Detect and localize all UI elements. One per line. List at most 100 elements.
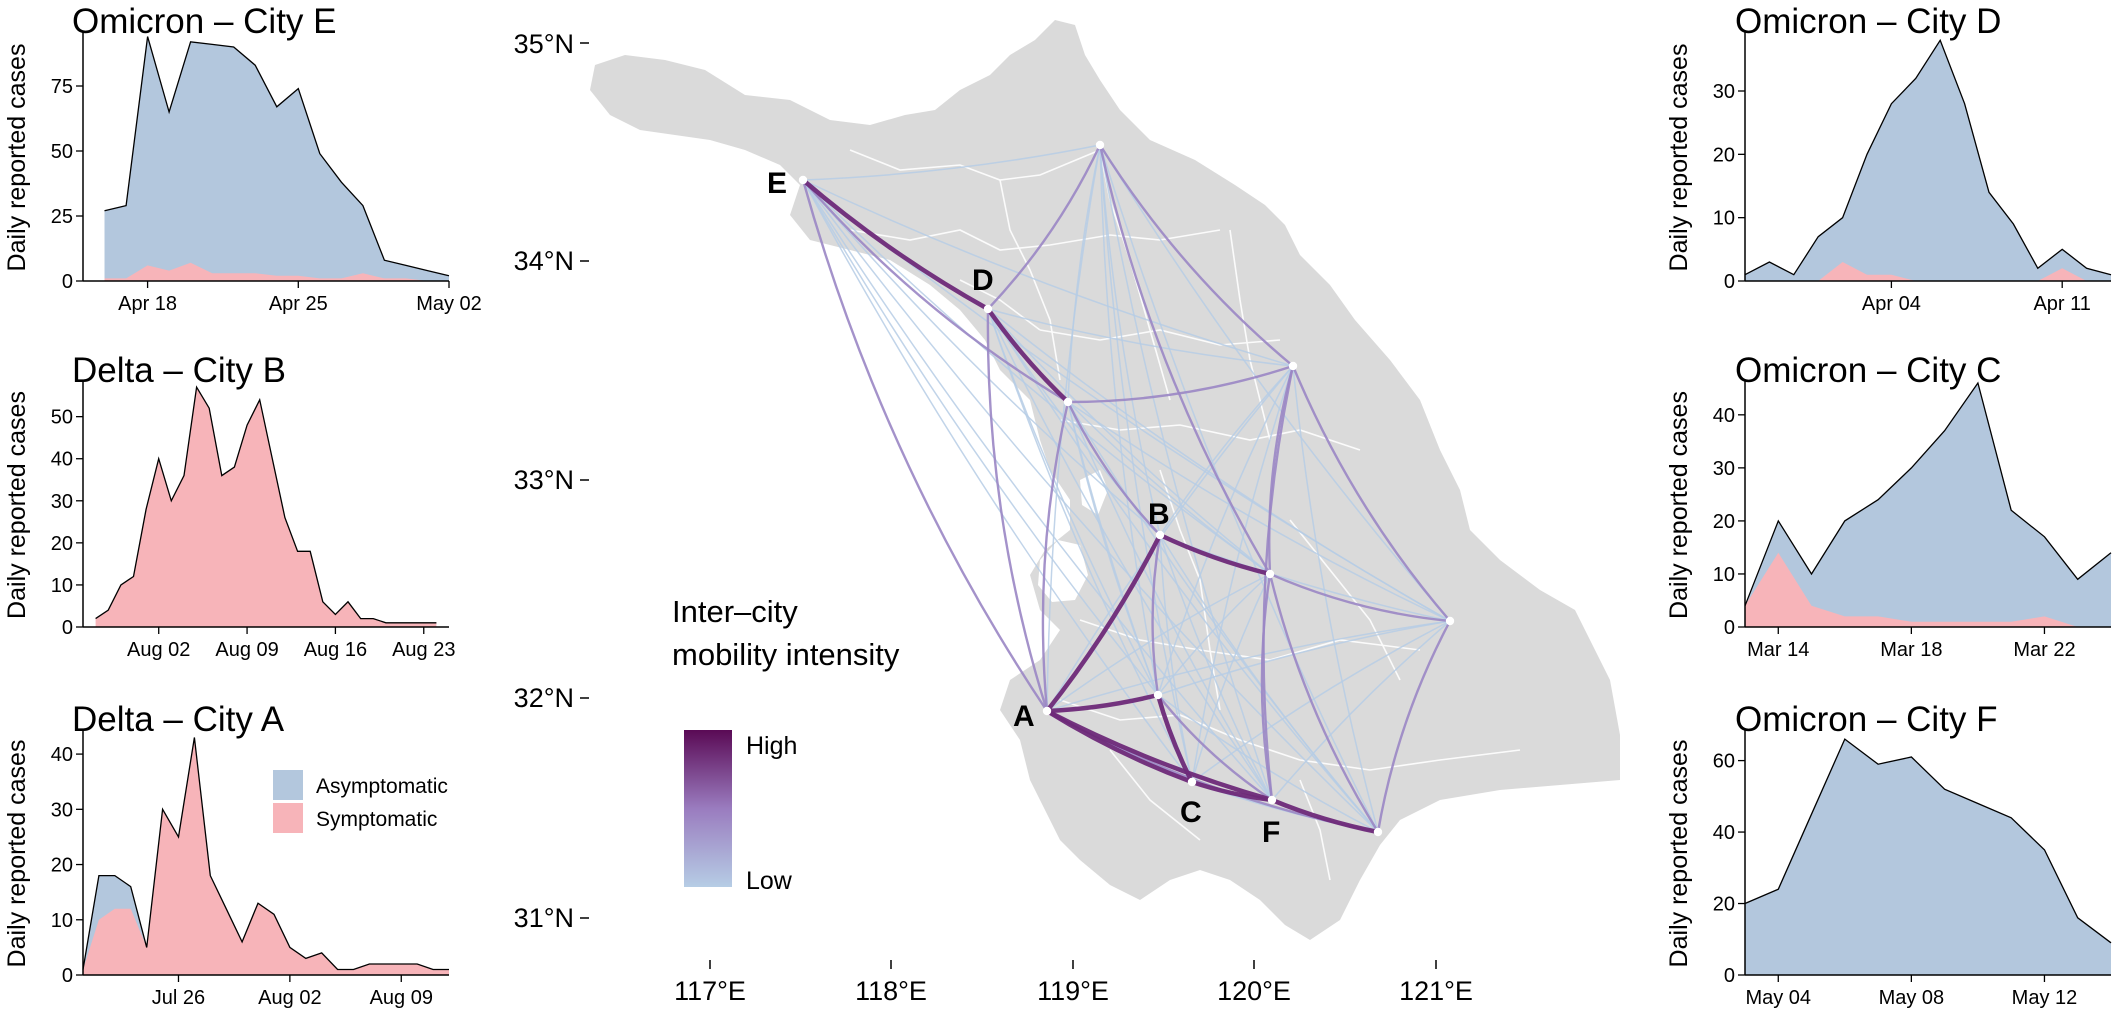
y-tick-label: 20	[1713, 894, 1735, 916]
y-tick-label: 20	[1713, 144, 1735, 166]
asymptomatic-area-cityE	[104, 36, 449, 281]
y-tick-label: 0	[62, 965, 73, 987]
city-node	[1267, 795, 1277, 805]
mobility-edge-weak	[987, 308, 1271, 575]
mobility-edge-weak	[1157, 573, 1271, 696]
mobility-edge-weak	[802, 144, 1101, 181]
city-node	[1265, 569, 1275, 579]
legend-title-line2: mobility intensity	[672, 637, 900, 672]
lat-tick-32: 32°N	[514, 683, 574, 713]
mobility-edge-weak	[1067, 401, 1451, 622]
x-tick-label: Aug 09	[215, 639, 278, 661]
mobility-edge-strong	[986, 307, 1070, 404]
y-tick-label: 10	[51, 575, 73, 597]
y-axis-label: Daily reported cases	[1665, 391, 1693, 619]
y-axis-label: Daily reported cases	[3, 391, 31, 619]
legend-title-line1: Inter–city	[672, 594, 798, 629]
lon-tick-121: 121°E	[1399, 976, 1473, 1006]
y-tick-label: 10	[1713, 208, 1735, 230]
mobility-edge-weak	[1159, 534, 1193, 783]
legend-label-symptomatic: Symptomatic	[316, 808, 437, 831]
mobility-edge-medium	[1098, 144, 1294, 367]
mobility-legend: Inter–city mobility intensity High Low	[672, 594, 900, 895]
x-tick-label: Mar 18	[1880, 639, 1942, 661]
asymptomatic-area-cityF	[1745, 739, 2111, 975]
panel-cityB: Delta – City B 0 10 20 30 40 50 Aug 02 Aug 09 Aug…	[3, 351, 455, 661]
mobility-edge-weak	[987, 308, 1451, 622]
asymptomatic-area-cityD	[1745, 40, 2111, 281]
lat-tick-31: 31°N	[514, 903, 574, 933]
panel-title: Delta – City B	[72, 351, 286, 390]
mobility-edge-weak	[1046, 573, 1271, 712]
mobility-edge-weak	[802, 179, 1271, 575]
lon-tick-119: 119°E	[1037, 976, 1109, 1006]
mobility-edge-strong	[801, 178, 990, 311]
mobility-edge-medium	[1067, 364, 1294, 404]
panel-cityD: Omicron – City D 0 10 20 30 Apr 04 Apr 11 Daily…	[1665, 2, 2112, 315]
y-tick-label: 60	[1713, 751, 1735, 773]
panel-title: Omicron – City E	[72, 2, 337, 41]
mobility-edge-medium	[1066, 401, 1161, 536]
mobility-edge-strong	[1045, 709, 1273, 803]
city-label-e: E	[767, 167, 787, 200]
lon-tick-120: 120°E	[1217, 976, 1291, 1006]
total-outline-cityD	[1744, 38, 2112, 276]
mobility-edge-weak	[1099, 144, 1451, 622]
city-label-b: B	[1148, 498, 1170, 531]
mobility-edge-strong	[1271, 797, 1379, 835]
y-tick-label: 20	[51, 855, 73, 877]
mobility-edge-medium	[1268, 365, 1295, 575]
symptomatic-area-cityE	[104, 262, 449, 281]
total-outline-cityC	[1744, 381, 2112, 607]
x-tick-label: Aug 16	[304, 639, 367, 661]
y-tick-label: 50	[51, 407, 73, 429]
jiangsu-mobility-map: E D B A C F 35°N 34°N 33°N 32°N 31°N 117…	[514, 20, 1620, 1006]
y-tick-label: 40	[1713, 822, 1735, 844]
city-node	[1153, 690, 1163, 700]
lat-tick-34: 34°N	[514, 246, 574, 276]
symptomatic-area-cityC	[1745, 552, 2111, 627]
city-node	[1373, 827, 1383, 837]
total-outline-cityE	[104, 36, 450, 277]
mobility-edge-weak	[1067, 144, 1101, 403]
y-tick-label: 0	[62, 617, 73, 639]
mobility-edge-medium	[987, 144, 1102, 310]
mobility-edge-medium	[1260, 573, 1274, 801]
y-tick-label: 20	[51, 533, 73, 555]
mobility-edge-medium	[1041, 401, 1070, 712]
mobility-edge-weak	[802, 179, 1273, 801]
mobility-edge-strong	[1045, 533, 1163, 713]
y-tick-label: 10	[1713, 564, 1735, 586]
city-label-a: A	[1013, 700, 1035, 733]
mobility-edge-medium	[1268, 573, 1380, 833]
mobility-edge-medium	[1157, 694, 1273, 801]
city-node	[1042, 706, 1052, 716]
mobility-edge-weak	[1292, 365, 1379, 833]
mobility-edge-weak	[987, 308, 1294, 367]
mobility-edge-medium	[802, 179, 1069, 404]
epidemic-curve-panels: Omicron – City E 0 25 50 75 Apr 18 Apr 25 May 0…	[3, 2, 2112, 1009]
x-tick-label: Aug 09	[370, 987, 433, 1009]
city-node	[1445, 616, 1455, 626]
city-label-c: C	[1180, 796, 1202, 829]
y-axis-label: Daily reported cases	[1665, 44, 1693, 272]
longitude-axis: 117°E 118°E 119°E 120°E 121°E	[674, 960, 1473, 1006]
y-tick-label: 40	[51, 449, 73, 471]
mobility-edge-weak	[1067, 401, 1271, 575]
y-axis-label: Daily reported cases	[3, 740, 31, 968]
mobility-edge-strong	[1159, 532, 1271, 577]
total-outline-cityA	[82, 737, 449, 971]
lon-tick-118: 118°E	[855, 976, 927, 1006]
total-outline-cityF	[1744, 738, 2112, 944]
panel-title: Delta – City A	[72, 700, 285, 739]
city-label-d: D	[972, 264, 994, 297]
x-tick-label: Mar 22	[2013, 639, 2075, 661]
city-node	[1095, 140, 1105, 150]
y-tick-label: 40	[1713, 405, 1735, 427]
y-tick-label: 75	[51, 76, 73, 98]
mobility-edge-weak	[802, 179, 1159, 696]
province-land	[590, 20, 1620, 940]
city-nodes	[798, 140, 1455, 837]
total-outline-cityB	[95, 385, 437, 624]
mobility-edge-weak	[987, 308, 1379, 833]
